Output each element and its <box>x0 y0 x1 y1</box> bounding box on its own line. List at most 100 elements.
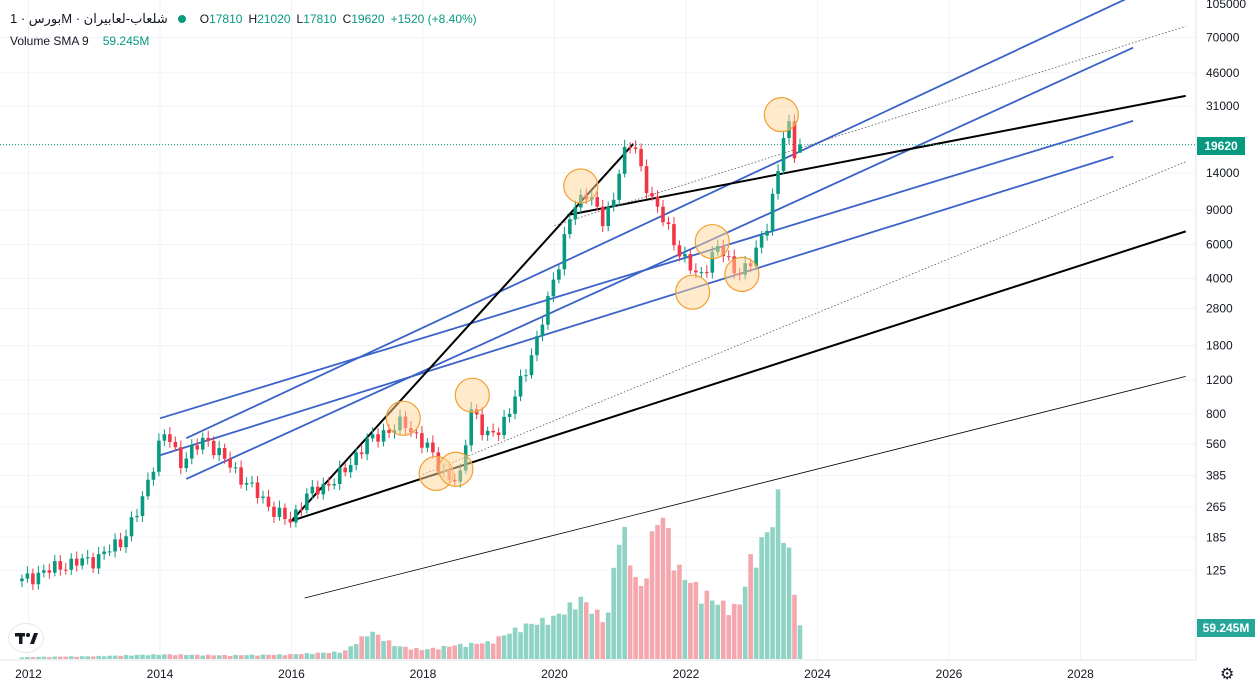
candle-body <box>250 482 254 484</box>
highlight-circle <box>563 168 599 204</box>
volume-bar <box>118 655 123 659</box>
volume-bar <box>260 654 266 659</box>
volume-bar <box>173 655 178 659</box>
candle-body <box>770 193 775 231</box>
volume-bar <box>101 656 107 659</box>
candle-body <box>74 558 79 566</box>
volume-bar <box>222 655 227 659</box>
candle-body <box>639 149 643 167</box>
volume-bar <box>337 652 343 659</box>
candle-body <box>606 206 610 227</box>
volume-bar <box>463 646 469 659</box>
candle-body <box>299 509 304 511</box>
candle-body <box>726 256 731 258</box>
time-tick-label: 2020 <box>541 667 568 681</box>
volume-bar <box>731 603 737 659</box>
candle-body <box>611 199 616 207</box>
volume-bar <box>507 633 512 659</box>
volume-bar <box>666 528 671 659</box>
candle-body <box>47 570 52 573</box>
volume-bar <box>315 652 321 659</box>
time-axis[interactable]: 2012 2014 2016 2018 2020 2022 2024 2026 2028 <box>15 667 1094 681</box>
candle-body <box>53 561 57 573</box>
time-tick-label: 2014 <box>147 667 174 681</box>
candle-body <box>266 496 271 507</box>
volume-bar <box>792 594 797 659</box>
highlight-circle <box>385 400 421 436</box>
volume-bar <box>277 654 282 659</box>
volume-bar <box>704 590 710 659</box>
volume-bar <box>299 654 304 659</box>
candle-body <box>189 445 194 459</box>
volume-bar <box>688 582 693 659</box>
highlight-circle <box>438 451 474 487</box>
volume-bar <box>233 654 238 659</box>
candle-body <box>573 207 578 220</box>
volume-row: Volume SMA 9 59.245M <box>10 30 477 52</box>
volume-bar <box>189 654 195 659</box>
volume-bar <box>671 570 677 659</box>
candle-body <box>518 375 523 397</box>
volume-bar <box>720 600 726 659</box>
candle-body <box>85 557 90 559</box>
candles <box>20 114 802 590</box>
candle-body <box>168 434 172 442</box>
candle-body <box>798 144 802 153</box>
volume-bar <box>726 615 732 659</box>
volume-bar <box>534 624 540 659</box>
candle-body <box>211 440 216 456</box>
gear-icon[interactable]: ⚙ <box>1220 666 1235 683</box>
volume-bar <box>266 654 271 659</box>
candle-body <box>91 557 95 569</box>
candle-body <box>255 482 260 499</box>
volume-bar <box>19 657 25 659</box>
candle-body <box>387 430 391 433</box>
candle-body <box>69 558 74 570</box>
candle-body <box>420 433 424 448</box>
candle-body <box>272 506 276 517</box>
candle-body <box>710 251 715 273</box>
volume-bar <box>441 645 447 659</box>
trendline-blue <box>185 0 1126 440</box>
volume-bar <box>644 578 649 659</box>
volume-bar <box>244 655 249 659</box>
candle-body <box>381 430 386 442</box>
ohlc-row: بورس · 1M · شلعاب-لعابیران O 17810 H 21020… <box>10 8 477 30</box>
highlight-circle <box>763 97 799 133</box>
volume-bar <box>589 613 595 659</box>
volume-bar <box>786 547 792 659</box>
volume-bar <box>96 655 101 659</box>
candle-body <box>294 509 298 523</box>
volume-bar <box>611 567 616 659</box>
price-axis-top-label: 105000 <box>1206 0 1246 11</box>
volume-bar <box>107 655 112 659</box>
candle-body <box>568 219 572 235</box>
candle-body <box>694 270 698 273</box>
candle-body <box>31 573 35 585</box>
volume-indicator-label[interactable]: Volume SMA 9 <box>10 34 89 48</box>
candle-body <box>376 434 380 442</box>
candle-body <box>261 496 265 499</box>
candle-body <box>96 554 101 569</box>
time-tick-label: 2028 <box>1067 667 1094 681</box>
trendline-blue <box>159 155 1114 457</box>
volume-bar <box>342 650 348 659</box>
price-tick-label: 4000 <box>1206 271 1233 285</box>
tradingview-logo-icon[interactable] <box>9 624 43 652</box>
candle-body <box>469 409 474 446</box>
trendline-black-thin <box>304 376 1186 599</box>
trendline-black-bold <box>290 143 635 522</box>
price-axis[interactable]: 125 185 265 385 560 800 1200 1800 2800 4000 6000 90… <box>1206 30 1240 577</box>
volume-bar <box>660 517 666 659</box>
time-tick-label: 2018 <box>410 667 437 681</box>
volume-bar <box>392 646 397 659</box>
volume-bar <box>205 654 211 659</box>
symbol-title[interactable]: بورس · 1M · شلعاب-لعابیران <box>10 11 168 26</box>
candle-body <box>316 486 320 495</box>
volume-bar <box>63 656 69 659</box>
volume-bar <box>419 650 425 659</box>
candle-body <box>365 438 369 455</box>
volume-bar <box>457 643 463 659</box>
volume-bar <box>479 643 485 659</box>
